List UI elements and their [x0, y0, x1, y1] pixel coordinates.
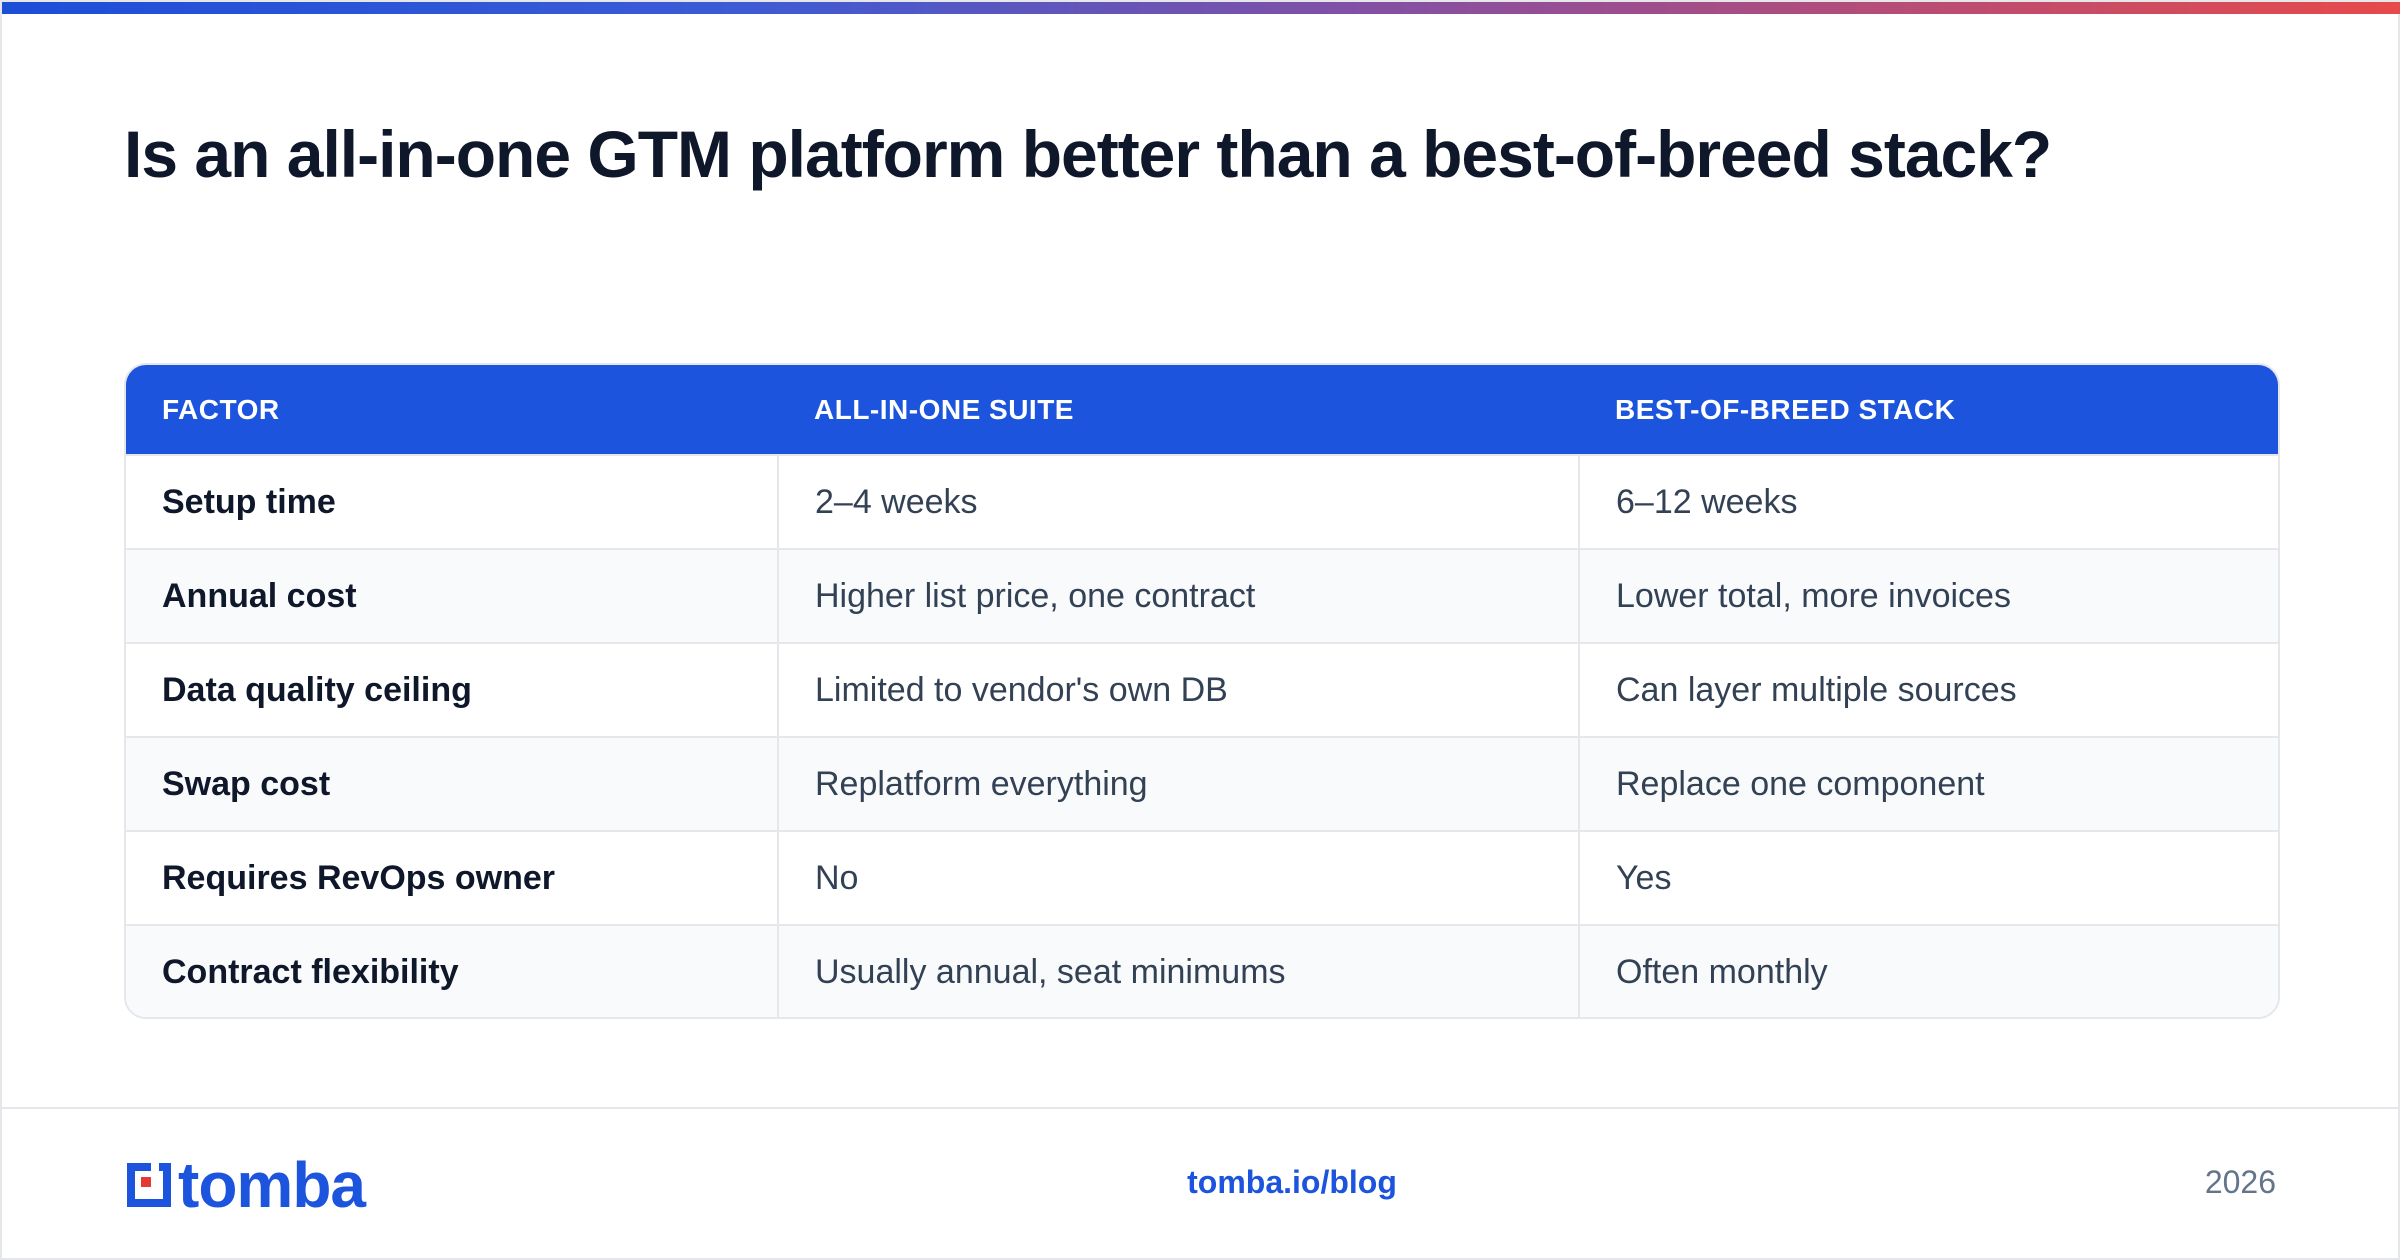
header-all-in-one: ALL-IN-ONE SUITE	[814, 393, 1074, 425]
factor-cell: Swap cost	[162, 764, 331, 803]
all-in-one-cell: 2–4 weeks	[777, 455, 1579, 549]
tomba-logo: tomba	[124, 1149, 366, 1221]
all-in-one-cell: Higher list price, one contract	[777, 549, 1579, 643]
blog-link[interactable]: tomba.io/blog	[1187, 1164, 1397, 1200]
all-in-one-cell: Replatform everything	[777, 737, 1579, 831]
comparison-table-grid: FACTOR ALL-IN-ONE SUITE BEST-OF-BREED ST…	[126, 365, 2278, 1017]
logo-wordmark: tomba	[178, 1149, 366, 1221]
factor-cell: Annual cost	[162, 576, 357, 615]
best-of-breed-cell: Lower total, more invoices	[1578, 549, 2278, 643]
footer-divider	[2, 1107, 2400, 1109]
header-best-of-breed: BEST-OF-BREED STACK	[1615, 393, 1956, 425]
table-row: Swap cost Replatform everything Replace …	[126, 737, 2278, 831]
factor-cell: Data quality ceiling	[162, 670, 472, 709]
all-in-one-cell: Limited to vendor's own DB	[777, 643, 1579, 737]
top-gradient-bar	[2, 2, 2400, 14]
table-row: Contract flexibility Usually annual, sea…	[126, 925, 2278, 1017]
all-in-one-cell: No	[777, 831, 1579, 925]
header-factor: FACTOR	[162, 393, 280, 425]
factor-cell: Contract flexibility	[162, 953, 459, 991]
table-row: Data quality ceiling Limited to vendor's…	[126, 643, 2278, 737]
comparison-table: FACTOR ALL-IN-ONE SUITE BEST-OF-BREED ST…	[124, 363, 2280, 1019]
factor-cell: Setup time	[162, 482, 336, 521]
page-title: Is an all-in-one GTM platform better tha…	[124, 117, 2052, 191]
table-row: Requires RevOps owner No Yes	[126, 831, 2278, 925]
best-of-breed-cell: Often monthly	[1578, 925, 2278, 1017]
best-of-breed-cell: Replace one component	[1578, 737, 2278, 831]
all-in-one-cell: Usually annual, seat minimums	[777, 925, 1579, 1017]
table-header-row: FACTOR ALL-IN-ONE SUITE BEST-OF-BREED ST…	[126, 365, 2278, 455]
table-row: Annual cost Higher list price, one contr…	[126, 549, 2278, 643]
best-of-breed-cell: 6–12 weeks	[1578, 455, 2278, 549]
tomba-logo-icon	[127, 1160, 171, 1207]
best-of-breed-cell: Can layer multiple sources	[1578, 643, 2278, 737]
footer-year: 2026	[2204, 1164, 2276, 1200]
table-row: Setup time 2–4 weeks 6–12 weeks	[126, 455, 2278, 549]
best-of-breed-cell: Yes	[1578, 831, 2278, 925]
factor-cell: Requires RevOps owner	[162, 858, 556, 897]
